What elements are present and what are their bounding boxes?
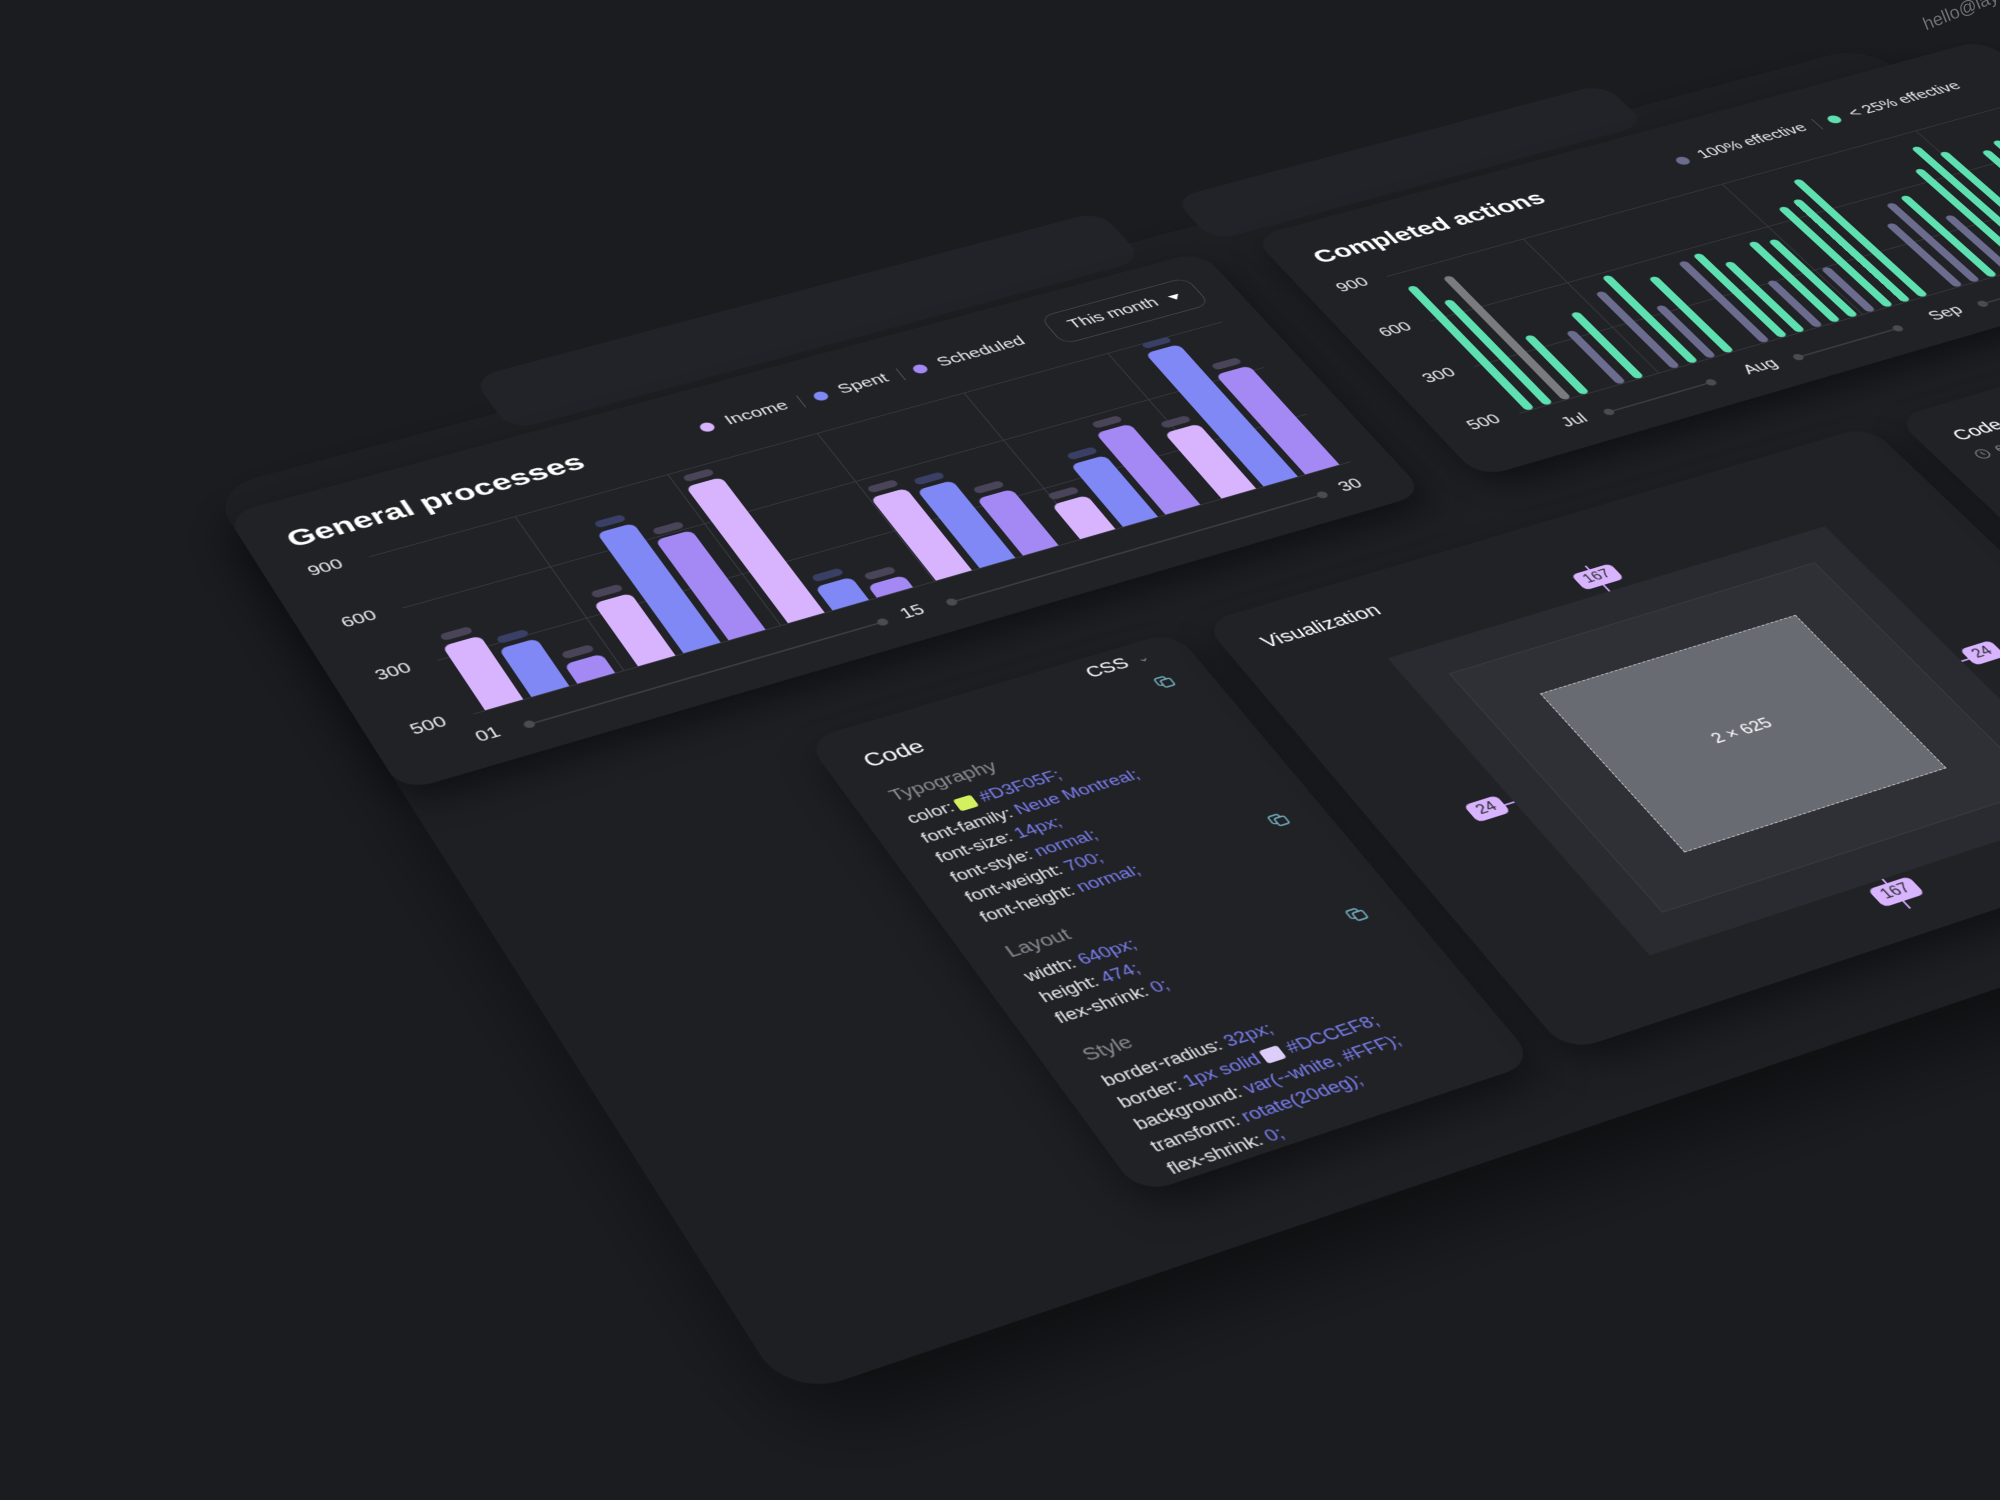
chevron-down-icon: ⌄	[1132, 650, 1153, 665]
bar-25-effective[interactable]	[1767, 238, 1859, 318]
legend-separator	[1810, 118, 1823, 130]
y-tick: 900	[1332, 274, 1373, 295]
y-tick: 900	[304, 556, 347, 580]
legend-income: Income	[721, 398, 793, 428]
style-code: border-radius: 32px; border: 1px solid#D…	[1096, 987, 1443, 1181]
effective-25-legend-dot	[1824, 114, 1844, 125]
scheduled-legend-dot	[910, 362, 930, 375]
language-select[interactable]: CSS ⌄	[1082, 649, 1155, 682]
color-swatch	[1258, 1045, 1288, 1064]
bar-25-effective[interactable]	[1938, 151, 2000, 258]
range-slider[interactable]	[1607, 381, 1713, 413]
effective-100-legend-dot	[1672, 155, 1693, 166]
caret-down-icon	[1167, 293, 1182, 301]
x-tick: 30	[1334, 475, 1367, 495]
bar-25-effective[interactable]	[1937, 290, 1946, 293]
copy-icon[interactable]	[1152, 674, 1176, 689]
y-tick: 300	[1418, 364, 1460, 386]
y-tick: 300	[371, 659, 415, 684]
padding-left-tag: 24	[1463, 795, 1511, 823]
visualization-title: Visualization	[1255, 600, 1386, 652]
y-tick: 500	[406, 713, 451, 739]
legend-100-effective: 100% effective	[1693, 121, 1812, 162]
legend-separator	[795, 395, 806, 408]
x-tick: 01	[471, 723, 505, 746]
size-label: 2 × 625	[1706, 714, 1776, 746]
bar-25-effective[interactable]	[1599, 387, 1609, 390]
range-slider[interactable]	[1796, 327, 1900, 358]
legend-separator	[895, 368, 906, 380]
bar-25-effective[interactable]	[1743, 345, 1753, 349]
language-select-value: CSS	[1081, 655, 1134, 682]
y-tick: 600	[1374, 319, 1416, 340]
content-box: 2 × 625	[1539, 614, 1947, 853]
bar-25-effective[interactable]	[1442, 299, 1554, 406]
x-tick: Aug	[1738, 355, 1783, 378]
period-dropdown-value: This month	[1064, 295, 1163, 332]
bar-100-effective[interactable]	[1677, 260, 1771, 344]
y-tick: 600	[337, 607, 381, 631]
legend-25-effective: < 25% effective	[1844, 79, 1965, 120]
x-tick: 15	[896, 601, 929, 623]
copy-icon[interactable]	[1344, 906, 1370, 923]
bar-spent[interactable]	[815, 576, 870, 611]
padding-frame: 2 × 625	[1448, 562, 2000, 913]
copy-icon[interactable]	[1266, 812, 1291, 828]
x-tick: Sep	[1924, 302, 1968, 324]
padding-top-tag: 167	[1570, 563, 1625, 591]
dashboard-board: General processes Income Spent Scheduled…	[210, 39, 2000, 1399]
y-tick: 500	[1462, 411, 1505, 434]
padding-right-tag: 24	[1959, 640, 2000, 666]
bar-scheduled[interactable]	[563, 653, 615, 684]
x-tick: Jul	[1556, 410, 1593, 431]
user-email: hello@lay	[1919, 0, 2000, 35]
color-swatch	[952, 794, 980, 812]
clock-icon	[1971, 447, 1995, 461]
income-legend-dot	[697, 420, 717, 433]
code-title: Code	[858, 736, 930, 772]
legend-spent: Spent	[834, 370, 893, 397]
legend-scheduled: Scheduled	[933, 333, 1029, 370]
bar-25-effective[interactable]	[1653, 371, 1663, 375]
spent-legend-dot	[810, 390, 831, 402]
code-settings-title: Code settings	[1947, 395, 2000, 444]
